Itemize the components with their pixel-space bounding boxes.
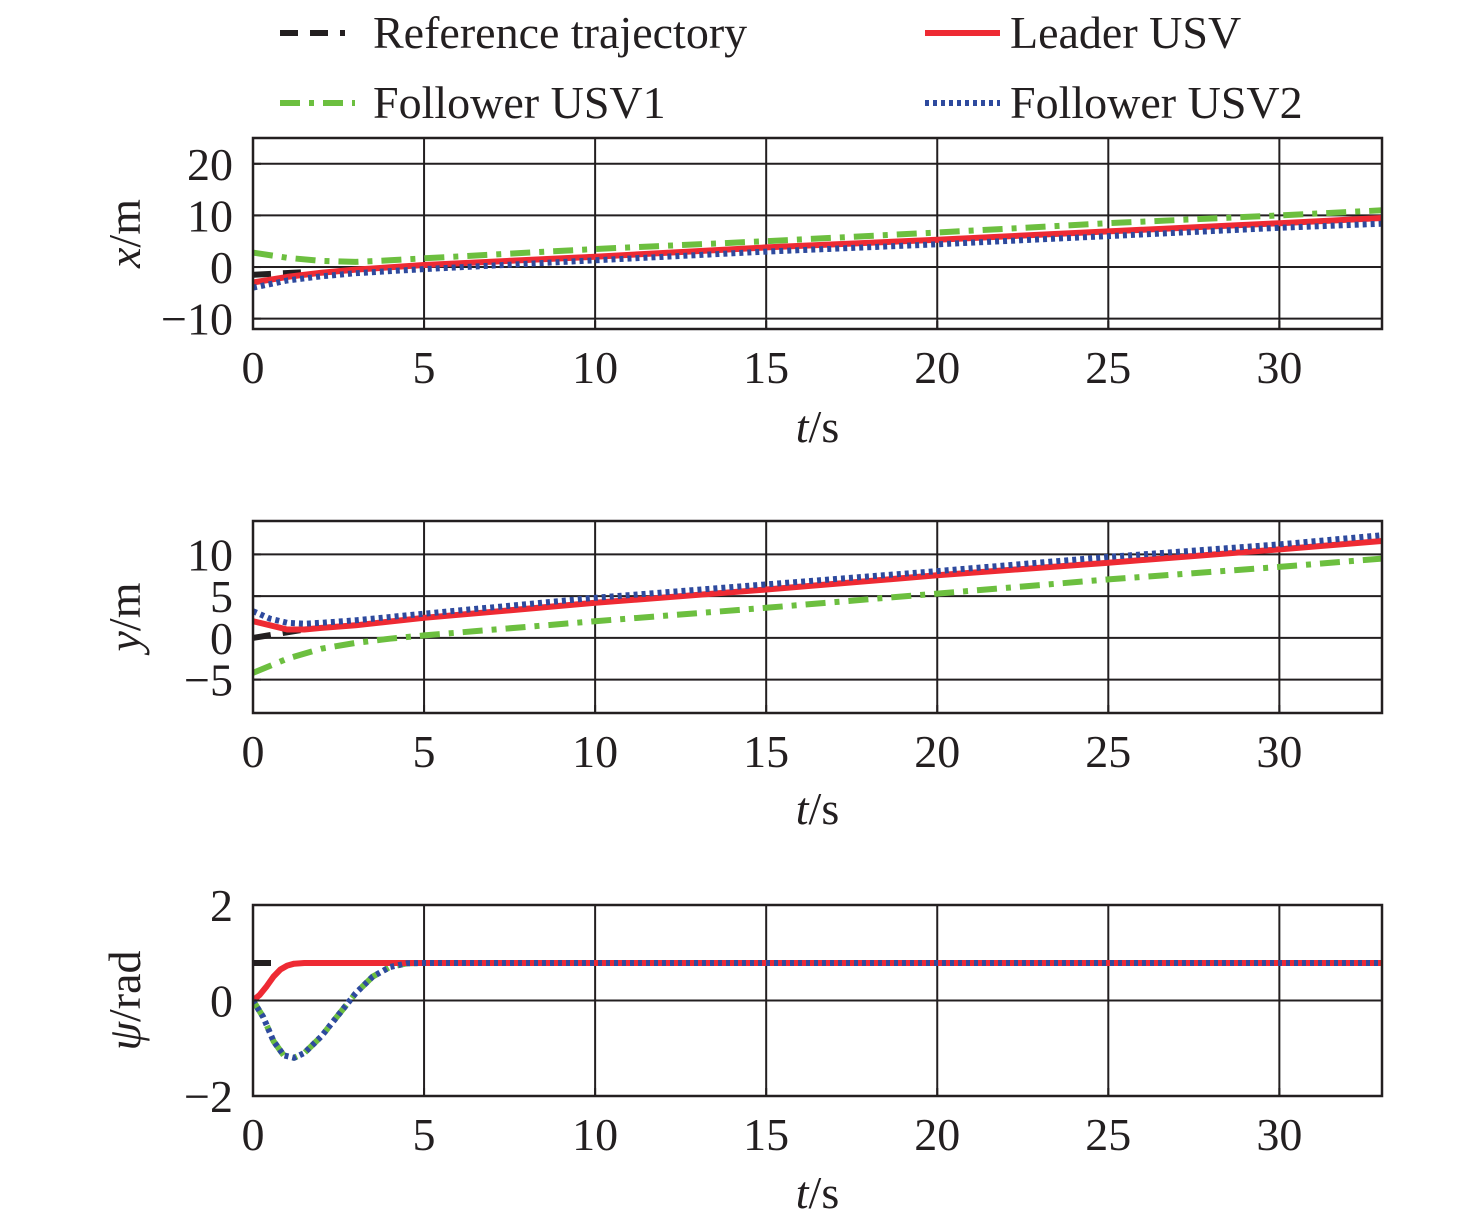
x-tick-label: 30 [1256, 726, 1302, 777]
y-tick-label: −2 [184, 1071, 233, 1122]
y-tick-label: 20 [187, 139, 233, 190]
y-axis-label: x/m [99, 199, 150, 269]
x-tick-label: 15 [743, 1109, 789, 1160]
x-tick-label: 15 [743, 726, 789, 777]
legend-item-reference: Reference trajectory [280, 7, 747, 58]
series-line-follower1 [253, 960, 1382, 1061]
x-tick-label: 0 [242, 342, 265, 393]
y-tick-label: 0 [210, 976, 233, 1027]
legend-label-follower2: Follower USV2 [1010, 77, 1303, 128]
x-tick-label: 5 [413, 726, 436, 777]
legend-item-follower2: Follower USV2 [925, 77, 1303, 128]
legend-label-follower1: Follower USV1 [373, 77, 666, 128]
x-tick-label: 30 [1256, 1109, 1302, 1160]
y-tick-label: 0 [210, 613, 233, 664]
legend: Reference trajectory Leader USV Follower U… [280, 7, 1303, 128]
x-tick-label: 15 [743, 342, 789, 393]
series-line-follower2 [253, 960, 1382, 1061]
x-tick-label: 20 [914, 342, 960, 393]
grid [253, 138, 1382, 329]
x-axis-label: t/s [796, 1167, 839, 1218]
series-line-leader [253, 960, 1382, 1003]
y-tick-label: −10 [161, 294, 233, 345]
x-tick-label: 10 [572, 1109, 618, 1160]
x-tick-label: 25 [1085, 342, 1131, 393]
x-tick-label: 20 [914, 1109, 960, 1160]
series-line-follower2 [253, 532, 1382, 627]
series-line-leader [253, 215, 1382, 286]
series-line-leader [253, 538, 1382, 633]
series-line-reference [253, 269, 305, 278]
x-axis-label: t/s [796, 401, 839, 452]
series-group [253, 960, 1382, 1061]
plot-frame [251, 519, 1384, 715]
series-line-follower1 [253, 555, 1382, 676]
legend-label-leader: Leader USV [1010, 7, 1241, 58]
y-tick-label: −5 [184, 655, 233, 706]
x-tick-label: 10 [572, 726, 618, 777]
x-tick-label: 25 [1085, 726, 1131, 777]
x-tick-label: 5 [413, 342, 436, 393]
legend-label-reference: Reference trajectory [373, 7, 747, 58]
series-line-follower2 [253, 220, 1382, 291]
legend-item-leader: Leader USV [925, 7, 1241, 58]
y-axis-label: ψ/rad [99, 950, 150, 1050]
series-group [253, 532, 1382, 676]
x-tick-label: 0 [242, 1109, 265, 1160]
grid [253, 904, 1382, 1097]
y-tick-label: 2 [210, 880, 233, 931]
x-tick-label: 10 [572, 342, 618, 393]
plot-frame [251, 136, 1384, 331]
x-tick-label: 30 [1256, 342, 1302, 393]
legend-item-follower1: Follower USV1 [280, 77, 666, 128]
x-tick-label: 0 [242, 726, 265, 777]
x-tick-label: 5 [413, 1109, 436, 1160]
series-group [253, 207, 1382, 291]
series-line-follower1 [253, 207, 1382, 265]
x-axis-label: t/s [796, 783, 839, 834]
y-tick-label: 5 [210, 571, 233, 622]
y-tick-label: 10 [187, 190, 233, 241]
y-tick-label: 0 [210, 242, 233, 293]
y-axis-label: y/m [99, 582, 150, 655]
y-tick-label: 10 [187, 529, 233, 580]
x-tick-label: 20 [914, 726, 960, 777]
x-tick-label: 25 [1085, 1109, 1131, 1160]
